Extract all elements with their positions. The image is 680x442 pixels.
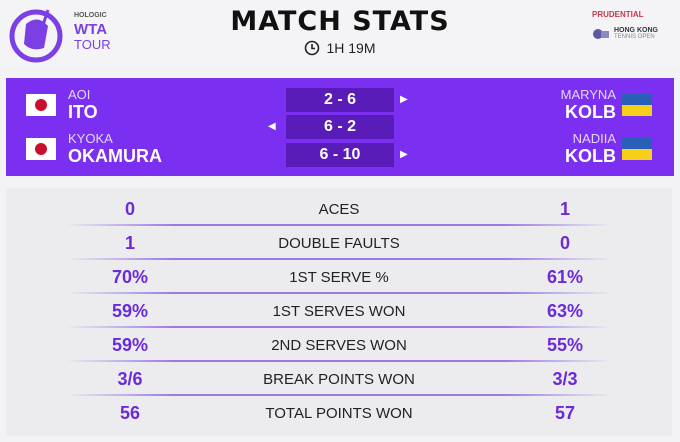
arrow-left-icon: ◀ bbox=[268, 121, 276, 132]
row-divider bbox=[66, 394, 612, 396]
wta-logo-icon bbox=[9, 9, 63, 63]
player-left-2: KYOKA OKAMURA bbox=[68, 131, 162, 166]
ukraine-flag-icon bbox=[622, 138, 652, 160]
stat-row: 70% 1ST SERVE % 61% bbox=[6, 260, 672, 294]
ukraine-flag-icon bbox=[622, 94, 652, 116]
stat-left-value: 56 bbox=[119, 403, 141, 423]
stat-label: 2ND SERVES WON bbox=[271, 337, 407, 354]
row-divider bbox=[66, 326, 612, 328]
stat-label: BREAK POINTS WON bbox=[263, 371, 415, 388]
row-divider bbox=[66, 258, 612, 260]
set-score-1: 2 - 6 bbox=[286, 88, 394, 112]
stat-left-value: 3/6 bbox=[117, 369, 143, 389]
stat-left-value: 59% bbox=[111, 335, 149, 355]
stat-row: 59% 1ST SERVES WON 63% bbox=[6, 294, 672, 328]
stat-right-value: 0 bbox=[559, 233, 570, 253]
stat-left-value: 1 bbox=[124, 233, 135, 253]
stat-row: 0 ACES 1 bbox=[6, 192, 672, 226]
japan-flag-icon bbox=[26, 94, 56, 116]
hong-kong-open-logo-icon bbox=[593, 28, 609, 39]
stat-right-value: 1 bbox=[559, 199, 570, 219]
stat-label: ACES bbox=[318, 201, 360, 218]
stat-label: 1ST SERVE % bbox=[289, 269, 389, 286]
stat-right-value: 61% bbox=[546, 267, 584, 287]
arrow-right-icon: ▶ bbox=[400, 149, 408, 160]
stat-row: 56 TOTAL POINTS WON 57 bbox=[6, 396, 672, 430]
sponsor-logo: PRUDENTIAL HONG KONG TENNIS OPEN bbox=[592, 10, 658, 40]
player-right-2: NADIIA KOLB bbox=[565, 131, 616, 166]
stat-left-value: 0 bbox=[124, 199, 135, 219]
header: HOLOGIC WTA TOUR MATCH STATS 1H 19M PRUD… bbox=[0, 0, 680, 68]
stat-right-value: 3/3 bbox=[552, 369, 578, 389]
stat-row: 1 DOUBLE FAULTS 0 bbox=[6, 226, 672, 260]
arrow-right-icon: ▶ bbox=[400, 94, 408, 105]
japan-flag-icon bbox=[26, 138, 56, 160]
scoreboard: AOI ITO KYOKA OKAMURA 2 - 6 ▶ 6 - 2 ◀ 6 … bbox=[6, 78, 674, 176]
set-score-2: 6 - 2 bbox=[286, 115, 394, 139]
stat-right-value: 63% bbox=[546, 301, 584, 321]
set-score-3: 6 - 10 bbox=[286, 143, 394, 167]
player-right-1: MARYNA KOLB bbox=[560, 87, 616, 122]
clock-icon bbox=[305, 40, 320, 56]
wta-logo: HOLOGIC WTA TOUR bbox=[8, 4, 111, 66]
row-divider bbox=[66, 360, 612, 362]
stat-label: 1ST SERVES WON bbox=[272, 303, 406, 320]
stat-label: TOTAL POINTS WON bbox=[265, 405, 413, 422]
row-divider bbox=[66, 224, 612, 226]
stats-table: 0 ACES 1 1 DOUBLE FAULTS 0 70% 1ST SERVE % 61% 59… bbox=[6, 188, 672, 436]
match-duration: 1H 19M bbox=[0, 40, 680, 56]
page-title: MATCH STATS bbox=[230, 6, 450, 37]
stat-row: 59% 2ND SERVES WON 55% bbox=[6, 328, 672, 362]
stat-label: DOUBLE FAULTS bbox=[278, 235, 400, 252]
row-divider bbox=[66, 292, 612, 294]
stat-right-value: 55% bbox=[546, 335, 584, 355]
player-left-1: AOI ITO bbox=[68, 87, 98, 122]
stat-left-value: 59% bbox=[111, 301, 149, 321]
stat-right-value: 57 bbox=[554, 403, 576, 423]
stat-left-value: 70% bbox=[111, 267, 149, 287]
stat-row: 3/6 BREAK POINTS WON 3/3 bbox=[6, 362, 672, 396]
